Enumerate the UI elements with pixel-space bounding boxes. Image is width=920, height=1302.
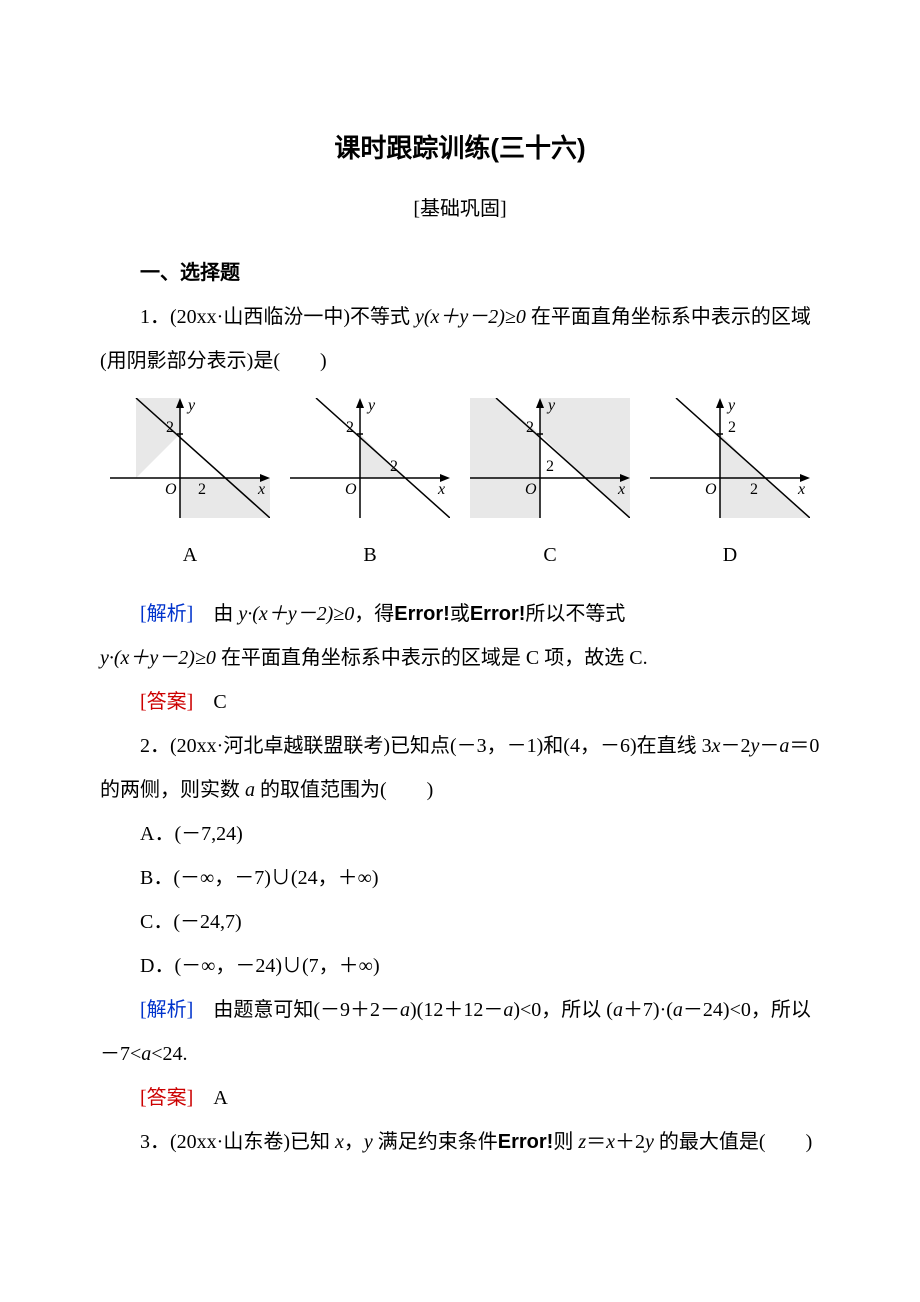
- svg-text:2: 2: [198, 481, 206, 498]
- q2-an-a: 由题意可知(－9＋2－: [213, 999, 400, 1021]
- svg-text:x: x: [797, 481, 805, 498]
- graph-d: 2 2 O x y: [650, 398, 810, 518]
- q1-analysis: [解析] 由 y·(x＋y－2)≥0，得Error!或Error!所以不等式: [100, 592, 820, 636]
- q2-an-va7: a: [141, 1043, 151, 1065]
- graph-a-svg: 2 2 O x y: [110, 398, 270, 518]
- q2-a: 2．(20xx·河北卓越联盟联考)已知点(－3，－1)和(4，－6)在直线 3: [140, 735, 712, 757]
- graph-label-c: C: [470, 533, 630, 577]
- page-title: 课时跟踪训练(三十六): [100, 120, 820, 177]
- svg-text:O: O: [165, 481, 177, 498]
- graph-label-d: D: [650, 533, 810, 577]
- q1-an-a: 由: [213, 603, 238, 625]
- q2-answer-val: A: [213, 1087, 227, 1109]
- svg-text:2: 2: [390, 458, 398, 475]
- q1-analysis-line2: y·(x＋y－2)≥0 在平面直角坐标系中表示的区域是 C 项，故选 C.: [100, 636, 820, 680]
- q2-an-d: ＋7)·(: [623, 999, 673, 1021]
- svg-text:2: 2: [166, 419, 174, 436]
- svg-text:x: x: [617, 481, 625, 498]
- q1-answer-val: C: [213, 691, 226, 713]
- q2-an-c: )<0，所以 (: [513, 999, 613, 1021]
- q3-b: ，: [344, 1131, 364, 1153]
- section-heading: 一、选择题: [100, 251, 820, 295]
- graph-row: 2 2 O x y 2 2 O x y: [100, 398, 820, 518]
- page-subtitle: [基础巩固]: [100, 187, 820, 231]
- q1-an-b: ，得: [354, 603, 394, 625]
- q1-text: 1．(20xx·山西临汾一中)不等式 y(x＋y－2)≥0 在平面直角坐标系中表…: [100, 295, 820, 383]
- q2-opt-d: D．(－∞，－24)∪(7，＋∞): [100, 944, 820, 988]
- q2-e: 的取值范围为( ): [255, 779, 433, 801]
- error-text: Error!: [470, 603, 526, 625]
- q3-x: x: [335, 1131, 344, 1153]
- analysis-label: [解析]: [140, 999, 213, 1021]
- q1-an-c: 或: [450, 603, 470, 625]
- q3-z: z: [578, 1131, 586, 1153]
- q2-analysis: [解析] 由题意可知(－9＋2－a)(12＋12－a)<0，所以 (a＋7)·(…: [100, 988, 820, 1076]
- q3-f: ＋2: [615, 1131, 645, 1153]
- graph-c-svg: 2 2 O x y: [470, 398, 630, 518]
- answer-label: [答案]: [140, 691, 213, 713]
- q2-answer: [答案] A: [100, 1076, 820, 1120]
- q1-answer: [答案] C: [100, 680, 820, 724]
- svg-text:2: 2: [526, 419, 534, 436]
- q3-g: 的最大值是( ): [654, 1131, 812, 1153]
- svg-text:O: O: [705, 481, 717, 498]
- q2-a1: a: [779, 735, 789, 757]
- graph-c: 2 2 O x y: [470, 398, 630, 518]
- q2-text: 2．(20xx·河北卓越联盟联考)已知点(－3，－1)和(4，－6)在直线 3x…: [100, 724, 820, 812]
- svg-text:x: x: [257, 481, 265, 498]
- graph-b-svg: 2 2 O x y: [290, 398, 450, 518]
- q2-b: －2: [721, 735, 751, 757]
- svg-text:2: 2: [546, 458, 554, 475]
- q1-an-d: 所以不等式: [525, 603, 625, 625]
- q3-a: 3．(20xx·山东卷)已知: [140, 1131, 335, 1153]
- analysis-label: [解析]: [140, 603, 213, 625]
- q3-x2: x: [606, 1131, 615, 1153]
- answer-label: [答案]: [140, 1087, 213, 1109]
- q1-an-f1: y·(x＋y－2)≥0: [238, 603, 354, 625]
- svg-text:2: 2: [750, 481, 758, 498]
- error-text: Error!: [498, 1131, 554, 1153]
- q3-y: y: [364, 1131, 373, 1153]
- q2-opt-b: B．(－∞，－7)∪(24，＋∞): [100, 856, 820, 900]
- svg-text:O: O: [525, 481, 537, 498]
- q2-an-f: <24.: [151, 1043, 187, 1065]
- svg-text:2: 2: [728, 419, 736, 436]
- graph-b: 2 2 O x y: [290, 398, 450, 518]
- q3-e: ＝: [586, 1131, 606, 1153]
- q2-an-va3: a: [400, 999, 410, 1021]
- q3-d: 则: [553, 1131, 578, 1153]
- svg-text:x: x: [437, 481, 445, 498]
- q1-formula: y(x＋y－2)≥0: [415, 306, 526, 328]
- q3-c: 满足约束条件: [373, 1131, 498, 1153]
- graph-label-b: B: [290, 533, 450, 577]
- q1-an-f2: y·(x＋y－2)≥0: [100, 647, 216, 669]
- q2-opt-a: A．(－7,24): [100, 812, 820, 856]
- q3-text: 3．(20xx·山东卷)已知 x，y 满足约束条件Error!则 z＝x＋2y …: [100, 1120, 820, 1164]
- q2-an-va6: a: [673, 999, 683, 1021]
- q2-opt-c: C．(－24,7): [100, 900, 820, 944]
- q1-an-e: 在平面直角坐标系中表示的区域是 C 项，故选 C.: [216, 647, 648, 669]
- q2-an-va4: a: [503, 999, 513, 1021]
- q3-y2: y: [645, 1131, 654, 1153]
- svg-text:y: y: [366, 398, 376, 414]
- q2-a2: a: [245, 779, 255, 801]
- q2-an-b: )(12＋12－: [410, 999, 503, 1021]
- svg-text:2: 2: [346, 419, 354, 436]
- q2-x1: x: [712, 735, 721, 757]
- q1-text-a: 1．(20xx·山西临汾一中)不等式: [140, 306, 415, 328]
- error-text: Error!: [394, 603, 450, 625]
- graph-label-a: A: [110, 533, 270, 577]
- svg-text:O: O: [345, 481, 357, 498]
- svg-text:y: y: [546, 398, 556, 414]
- q2-an-va5: a: [613, 999, 623, 1021]
- svg-text:y: y: [186, 398, 196, 414]
- graph-d-svg: 2 2 O x y: [650, 398, 810, 518]
- svg-text:y: y: [726, 398, 736, 414]
- graph-a: 2 2 O x y: [110, 398, 270, 518]
- q2-c: －: [759, 735, 779, 757]
- graph-label-row: A B C D: [100, 533, 820, 577]
